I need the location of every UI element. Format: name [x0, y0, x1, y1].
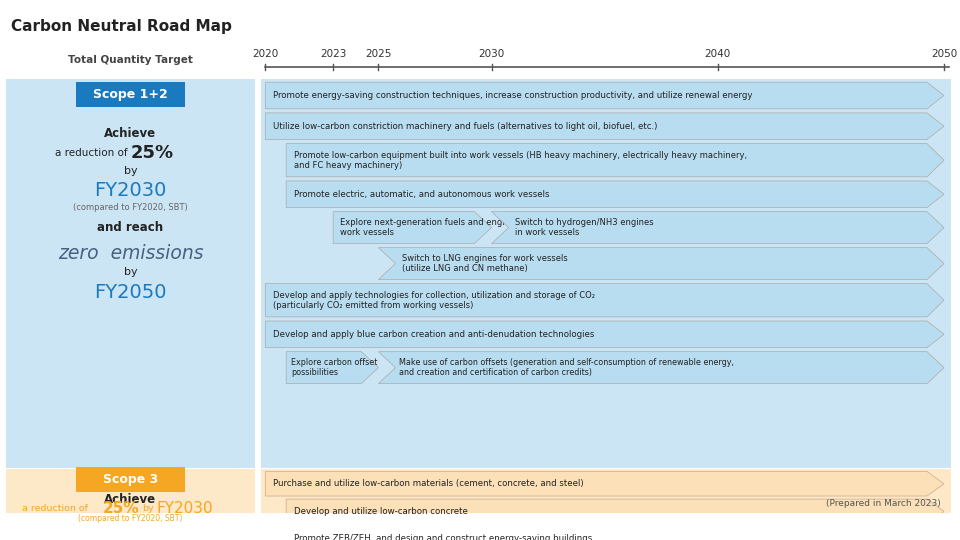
FancyBboxPatch shape — [76, 82, 185, 107]
Text: 25%: 25% — [131, 144, 174, 163]
Polygon shape — [286, 526, 944, 540]
Text: Switch to LNG engines for work vessels
(utilize LNG and CN methane): Switch to LNG engines for work vessels (… — [402, 254, 568, 273]
Text: a reduction of: a reduction of — [55, 148, 131, 158]
Text: Achieve: Achieve — [105, 127, 156, 140]
Text: Switch to hydrogen/NH3 engines
in work vessels: Switch to hydrogen/NH3 engines in work v… — [516, 218, 654, 237]
Text: Explore carbon offset
possibilities: Explore carbon offset possibilities — [291, 358, 377, 377]
Text: Explore next-generation fuels and engines for
work vessels: Explore next-generation fuels and engine… — [340, 218, 534, 237]
FancyBboxPatch shape — [260, 79, 950, 468]
Text: Make use of carbon offsets (generation and self-consumption of renewable energy,: Make use of carbon offsets (generation a… — [399, 358, 734, 377]
Text: Scope 3: Scope 3 — [103, 473, 158, 486]
Text: FY2030: FY2030 — [94, 181, 167, 200]
Text: 2023: 2023 — [320, 49, 347, 59]
Text: by: by — [124, 267, 137, 278]
Text: 2030: 2030 — [478, 49, 505, 59]
Text: (compared to FY2020, SBT): (compared to FY2020, SBT) — [79, 514, 182, 523]
Text: 2040: 2040 — [705, 49, 731, 59]
Text: Develop and apply blue carbon creation and anti-denudation technologies: Develop and apply blue carbon creation a… — [273, 330, 594, 339]
Polygon shape — [286, 144, 944, 177]
Polygon shape — [265, 321, 944, 348]
Text: FY2050: FY2050 — [94, 284, 167, 302]
Polygon shape — [265, 82, 944, 109]
Text: Scope 1+2: Scope 1+2 — [93, 88, 168, 101]
Text: 25%: 25% — [103, 501, 139, 516]
Text: a reduction of: a reduction of — [22, 504, 91, 514]
Polygon shape — [333, 212, 492, 244]
Polygon shape — [378, 248, 944, 280]
Text: Carbon Neutral Road Map: Carbon Neutral Road Map — [11, 19, 231, 35]
Polygon shape — [492, 212, 944, 244]
Text: 2025: 2025 — [365, 49, 392, 59]
Text: Achieve: Achieve — [105, 493, 156, 506]
Polygon shape — [265, 284, 944, 317]
Polygon shape — [265, 113, 944, 139]
Text: zero  emissions: zero emissions — [58, 244, 204, 262]
Text: Develop and apply technologies for collection, utilization and storage of CO₂
(p: Develop and apply technologies for colle… — [273, 291, 595, 310]
Text: Promote electric, automatic, and autonomous work vessels: Promote electric, automatic, and autonom… — [294, 190, 549, 199]
Text: and reach: and reach — [97, 221, 163, 234]
Text: Promote energy-saving construction techniques, increase construction productivit: Promote energy-saving construction techn… — [273, 91, 753, 100]
Text: Purchase and utilize low-carbon materials (cement, concrete, and steel): Purchase and utilize low-carbon material… — [273, 479, 584, 488]
Text: FY2030: FY2030 — [156, 501, 213, 516]
Text: Promote low-carbon equipment built into work vessels (HB heavy machinery, electr: Promote low-carbon equipment built into … — [294, 151, 747, 170]
Text: 2020: 2020 — [252, 49, 278, 59]
Text: (Prepared in March 2023): (Prepared in March 2023) — [827, 499, 941, 508]
FancyBboxPatch shape — [76, 467, 185, 492]
FancyBboxPatch shape — [260, 469, 950, 516]
Polygon shape — [265, 471, 944, 496]
Text: Promote ZEB/ZEH, and design and construct energy-saving buildings: Promote ZEB/ZEH, and design and construc… — [294, 535, 592, 540]
FancyBboxPatch shape — [6, 469, 254, 516]
Text: by: by — [142, 504, 154, 514]
Polygon shape — [286, 499, 944, 524]
Polygon shape — [378, 352, 944, 383]
Text: Utilize low-carbon constriction machinery and fuels (alternatives to light oil, : Utilize low-carbon constriction machiner… — [273, 122, 658, 131]
Text: Total Quantity Target: Total Quantity Target — [68, 55, 193, 65]
Text: by: by — [124, 166, 137, 176]
Text: (compared to FY2020, SBT): (compared to FY2020, SBT) — [73, 203, 188, 212]
Text: Develop and utilize low-carbon concrete: Develop and utilize low-carbon concrete — [294, 507, 468, 516]
FancyBboxPatch shape — [6, 79, 254, 468]
Text: 2050: 2050 — [931, 49, 957, 59]
Polygon shape — [286, 181, 944, 207]
Polygon shape — [286, 352, 378, 383]
